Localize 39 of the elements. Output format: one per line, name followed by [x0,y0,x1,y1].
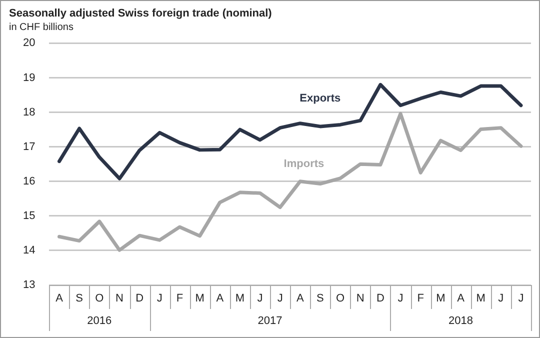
x-tick-label: J [518,292,524,305]
x-tick-label: M [476,292,486,305]
x-tick-label: A [296,292,304,305]
x-tick-label: N [356,292,364,305]
x-tick-label: S [316,292,324,305]
x-tick-label: J [257,292,263,305]
x-tick-label: F [176,292,184,305]
x-tick-label: O [336,292,346,305]
x-tick-label: J [398,292,404,305]
y-tick-label: 17 [22,140,36,153]
y-tick-label: 18 [22,106,36,118]
y-tick-label: 14 [22,244,36,256]
series-label: Exports [300,92,341,104]
chart-subtitle: in CHF billions [9,22,74,33]
x-tick-label: D [376,292,384,305]
text: 2018 [448,315,473,328]
chart-title: Seasonally adjusted Swiss foreign trade (nominal) [9,8,272,20]
x-tick-label: N [116,292,124,305]
text: 2016 [87,315,112,328]
series-label: Imports [284,158,324,170]
x-tick-label: A [56,292,64,305]
x-tick-label: J [498,292,504,305]
text: 2017 [258,315,282,328]
x-tick-label: O [95,292,104,305]
y-tick-label: 13 [22,279,36,292]
x-tick-label: J [277,292,283,305]
x-tick-label: A [457,292,466,305]
x-tick-label: M [195,292,204,305]
x-tick-label: D [136,292,144,305]
y-tick-label: 16 [22,175,36,188]
x-tick-label: S [76,292,84,305]
y-tick-label: 20 [22,37,36,50]
x-tick-label: F [417,292,424,305]
x-tick-label: M [235,292,245,305]
x-tick-label: A [216,292,224,305]
x-tick-label: M [436,292,446,305]
y-tick-label: 19 [22,72,36,84]
x-tick-label: J [156,292,162,305]
y-tick-label: 15 [22,210,36,222]
